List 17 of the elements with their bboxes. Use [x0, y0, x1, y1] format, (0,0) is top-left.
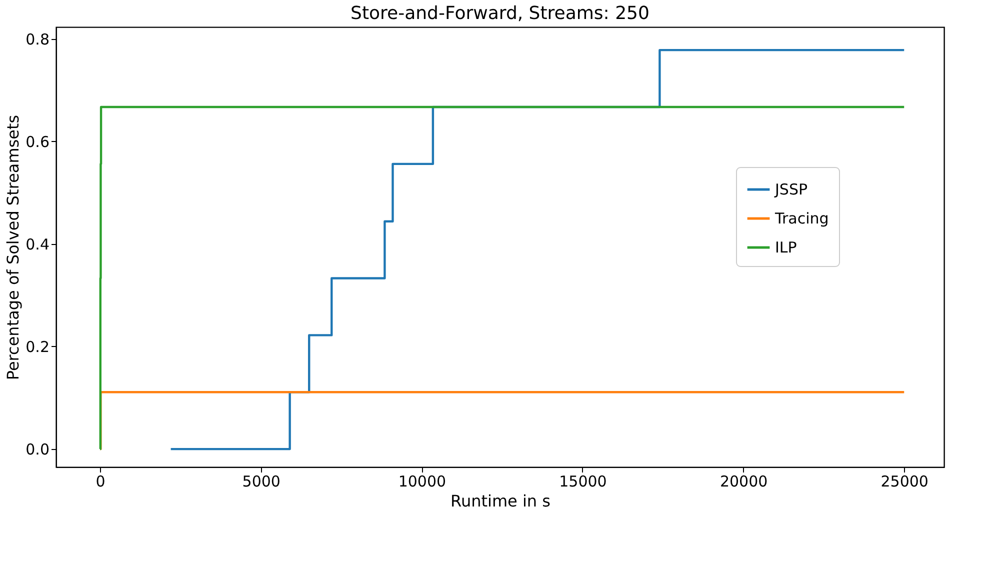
legend-label: JSSP	[774, 180, 808, 198]
chart-title: Store-and-Forward, Streams: 250	[350, 3, 650, 24]
y-tick-label: 0.2	[26, 338, 50, 356]
x-tick-label: 15000	[559, 472, 607, 490]
y-axis-title: Percentage of Solved Streamsets	[4, 114, 23, 380]
x-tick-label: 25000	[880, 472, 928, 490]
x-axis-title: Runtime in s	[450, 492, 550, 510]
y-tick-label: 0.8	[26, 30, 50, 48]
x-tick-label: 0	[96, 472, 106, 490]
x-tick-label: 20000	[720, 472, 768, 490]
legend-label: ILP	[775, 238, 797, 256]
x-tick-label: 10000	[398, 472, 446, 490]
y-tick-label: 0.6	[26, 132, 50, 151]
y-tick-label: 0.4	[26, 235, 50, 254]
legend-label: Tracing	[774, 210, 829, 228]
x-tick-label: 5000	[242, 472, 280, 490]
y-tick-label: 0.0	[26, 440, 50, 459]
